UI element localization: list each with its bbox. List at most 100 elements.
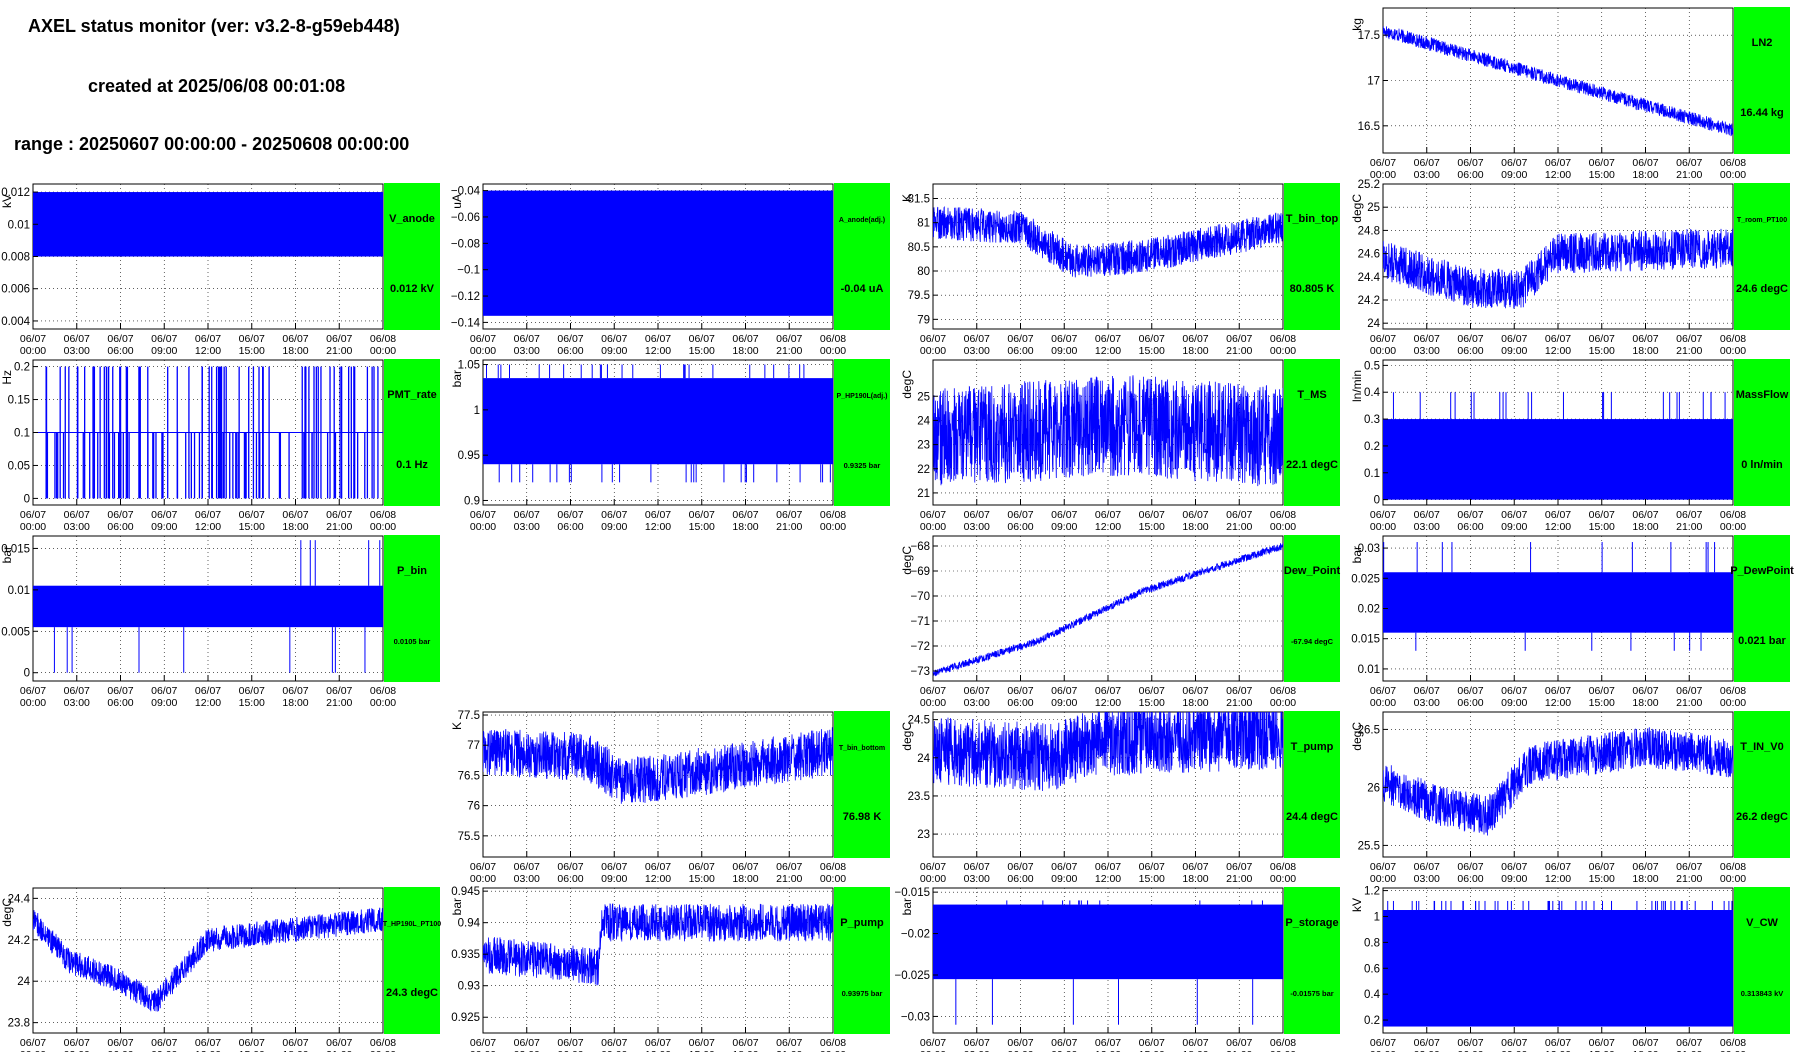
xtick-label-time: 18:00 [1632,345,1658,357]
status-name: V_anode [389,213,435,225]
status-box [834,887,890,1034]
status-name: T_MS [1297,389,1326,401]
xtick-label-date: 06/07 [1370,333,1396,345]
status-box [384,535,440,682]
xtick-label-time: 18:00 [732,1049,758,1052]
ytick-label: 0.015 [1351,634,1380,646]
xtick-label-time: 12:00 [645,1049,671,1052]
xtick-label-date: 06/08 [1270,861,1296,873]
ytick-label: 80.5 [908,242,930,254]
xtick-label-date: 06/07 [107,509,133,521]
xtick-label-time: 12:00 [1095,1049,1121,1052]
xtick-label-date: 06/07 [1182,509,1208,521]
xtick-label-date: 06/07 [20,333,46,345]
ytick-label: −0.1 [457,265,480,277]
data-line [33,907,383,1012]
xtick-label-date: 06/07 [1632,861,1658,873]
xtick-label-date: 06/07 [1676,685,1702,697]
status-value: 24.3 degC [386,987,438,999]
xtick-label-time: 21:00 [1226,345,1252,357]
ytick-label: −0.025 [895,970,931,982]
xtick-label-date: 06/07 [1095,509,1121,521]
xtick-label-date: 06/07 [107,333,133,345]
panel-P_bin: 00.0050.010.015bar06/0700:0006/0703:0006… [0,535,440,709]
ytick-label: −68 [910,541,930,553]
ytick-label: 0 [1374,495,1380,507]
xtick-label-date: 06/07 [732,1037,758,1049]
xtick-label-date: 06/07 [239,509,265,521]
status-name: P_HP190L(adj.) [837,393,888,400]
xtick-label-time: 00:00 [370,1049,396,1052]
data-line [483,727,833,804]
ytick-label: 79.5 [908,290,930,302]
xtick-label-date: 06/08 [1720,1037,1746,1049]
panel-PMT_rate: 00.050.10.150.2Hz06/0700:0006/0703:0006/… [0,359,440,533]
y-axis-label: K [900,194,914,202]
xtick-label-time: 18:00 [1632,1049,1658,1052]
xtick-label-time: 06:00 [1007,1049,1033,1052]
xtick-label-time: 12:00 [1545,345,1571,357]
xtick-label-time: 03:00 [964,521,990,533]
xtick-label-date: 06/08 [820,509,846,521]
xtick-label-date: 06/07 [1095,861,1121,873]
ytick-label: 81 [917,218,930,230]
xtick-label-date: 06/08 [1720,333,1746,345]
xtick-label-date: 06/07 [732,861,758,873]
grid [33,888,383,1033]
xtick-label-time: 03:00 [64,697,90,709]
xtick-label-date: 06/07 [239,685,265,697]
xtick-label-time: 06:00 [107,697,133,709]
series-A_anode(adj.) [483,190,833,316]
xtick-label-time: 18:00 [282,521,308,533]
xtick-label-date: 06/07 [1589,861,1615,873]
xtick-label-date: 06/07 [151,685,177,697]
status-value: 16.44 kg [1740,107,1783,119]
xtick-label-date: 06/07 [195,1037,221,1049]
xtick-label-date: 06/07 [1632,333,1658,345]
xtick-label-time: 15:00 [1139,521,1165,533]
xtick-label-time: 06:00 [557,345,583,357]
xtick-label-time: 00:00 [820,1049,846,1052]
xtick-label-time: 15:00 [1589,521,1615,533]
xtick-label-date: 06/07 [1457,509,1483,521]
ytick-label: −0.03 [901,1011,930,1023]
xtick-label-time: 15:00 [1589,169,1615,181]
ytick-label: −0.04 [451,186,481,198]
ytick-label: 17.5 [1358,30,1380,42]
xtick-label-time: 21:00 [1226,1049,1252,1052]
status-value: 0.9325 bar [844,461,881,470]
xtick-label-time: 03:00 [964,697,990,709]
status-name: P_DewPoint [1730,565,1794,577]
xtick-label-time: 03:00 [1414,345,1440,357]
y-axis-label: kV [1350,898,1364,912]
xtick-label-time: 06:00 [107,1049,133,1052]
xtick-label-date: 06/07 [1457,685,1483,697]
ytick-label: 0.05 [8,460,30,472]
grid [1383,8,1733,153]
panel-T_HP190L_PT100: 23.82424.224.4degC06/0700:0006/0703:0006… [0,887,441,1052]
xtick-label-time: 21:00 [1226,521,1252,533]
data-line [933,543,1283,677]
ytick-label: 0.2 [1364,441,1380,453]
y-axis-label: bar [1350,546,1364,563]
panel-T_room_PT100: 2424.224.424.624.82525.2degC06/0700:0006… [1350,179,1790,357]
ytick-label: 75.5 [458,831,480,843]
xtick-label-date: 06/08 [1720,685,1746,697]
xtick-label-time: 21:00 [776,521,802,533]
xtick-label-time: 09:00 [1501,345,1527,357]
xtick-label-date: 06/08 [370,333,396,345]
xtick-label-date: 06/07 [64,1037,90,1049]
ytick-label: 0 [24,493,30,505]
xtick-label-time: 18:00 [1632,873,1658,885]
xtick-label-time: 18:00 [732,345,758,357]
series-V_anode [33,192,383,257]
xtick-label-date: 06/07 [282,509,308,521]
ytick-label: 0.012 [1,187,30,199]
xtick-label-date: 06/07 [689,1037,715,1049]
ytick-label: −72 [910,641,930,653]
xtick-label-date: 06/07 [1226,1037,1252,1049]
xtick-label-date: 06/07 [1589,685,1615,697]
ytick-label: 23 [917,440,930,452]
xtick-label-date: 06/07 [645,1037,671,1049]
ytick-label: −0.015 [895,887,931,899]
